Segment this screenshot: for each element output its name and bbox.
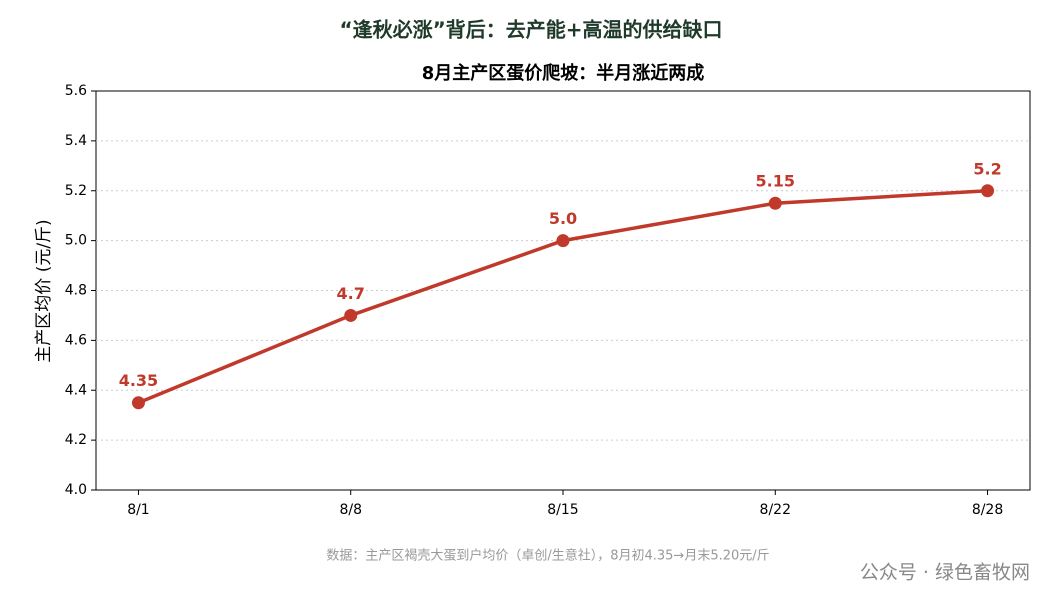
x-tick-label: 8/28 bbox=[972, 502, 1003, 518]
x-tick-label: 8/1 bbox=[127, 502, 150, 518]
y-tick-label: 4.2 bbox=[65, 432, 87, 448]
data-label: 5.2 bbox=[973, 159, 1001, 178]
y-tick-label: 4.4 bbox=[65, 382, 87, 398]
point bbox=[344, 308, 358, 322]
watermark: 公众号 · 绿色畜牧网 bbox=[860, 562, 1030, 584]
y-tick-label: 5.4 bbox=[65, 133, 87, 149]
data-label: 4.7 bbox=[337, 284, 365, 303]
chart-subtitle: 8月主产区蛋价爬坡：半月涨近两成 bbox=[422, 62, 705, 84]
y-tick-label: 5.0 bbox=[65, 233, 87, 249]
source-note: 数据：主产区褐壳大蛋到户均价（卓创/生意社），8月初4.35→月末5.20元/斤 bbox=[326, 548, 769, 564]
data-label: 4.35 bbox=[119, 371, 158, 390]
point bbox=[131, 396, 145, 410]
y-tick-label: 4.6 bbox=[65, 332, 87, 348]
y-tick-label: 4.0 bbox=[65, 482, 87, 498]
y-axis-label: 主产区均价 (元/斤) bbox=[34, 219, 54, 362]
x-tick-label: 8/22 bbox=[760, 502, 791, 518]
data-label: 5.15 bbox=[756, 172, 795, 191]
x-tick-label: 8/8 bbox=[339, 502, 362, 518]
x-tick-label: 8/15 bbox=[547, 502, 578, 518]
point bbox=[981, 184, 995, 198]
y-tick-label: 5.2 bbox=[65, 183, 87, 199]
chart-title: “逢秋必涨”背后：去产能+高温的供给缺口 bbox=[339, 18, 722, 42]
y-tick-label: 4.8 bbox=[65, 283, 87, 299]
point bbox=[768, 196, 782, 210]
point bbox=[556, 234, 570, 248]
y-tick-label: 5.6 bbox=[65, 83, 87, 99]
data-label: 5.0 bbox=[549, 209, 577, 228]
